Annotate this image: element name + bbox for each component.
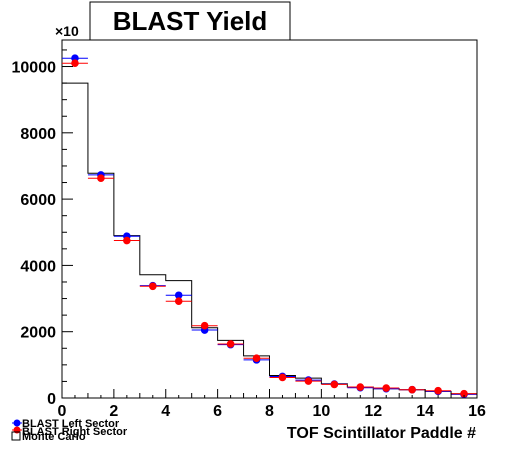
data-point-right [200,321,209,330]
chart-title: BLAST Yield [113,6,268,36]
plot-frame [61,39,478,399]
data-point-right [434,386,442,395]
legend-box-mc [11,431,21,441]
data-point-right [148,282,157,291]
data-point-right [460,389,468,398]
data-point-right [123,236,131,245]
y-tick-label: 8000 [20,126,56,143]
data-point-right [278,373,287,382]
legend: BLAST Left Sector BLAST Right Sector Mon… [11,418,128,443]
y-tick-label: 0 [47,391,56,408]
axis-layer: 0 2 4 6 8 10 12 14 16 0 2000 4000 6000 8000 10000 [12,49,486,420]
data-point-right [408,385,416,394]
x-tick-label: 14 [416,403,434,420]
data-point-right [252,354,261,363]
x-tick-label: 6 [213,403,222,420]
data-point-right [97,174,105,183]
x-tick-label: 16 [468,403,486,420]
title-box [89,1,291,41]
legend-label-mc: Monte Carlo [22,431,86,443]
y-tick-label: 10000 [12,60,57,77]
legend-label-right: BLAST Right Sector [22,426,128,438]
data-point-right [304,377,313,385]
x-tick-label: 0 [58,403,67,420]
x-tick-label: 12 [364,403,382,420]
y-exponent-label: ×10 [55,23,79,39]
x-tick-label: 2 [109,403,118,420]
x-axis-title: TOF Scintillator Paddle # [287,425,476,442]
data-point-left [174,291,183,300]
y-tick-label: 6000 [20,192,56,209]
data-point-right [226,340,235,348]
data-point-right [71,59,79,68]
data-point-right [356,383,365,391]
y-tick-label: 2000 [20,325,56,342]
x-tick-label: 8 [265,403,274,420]
x-tick-label: 10 [312,403,330,420]
data-point-right [330,380,339,389]
y-tick-label: 4000 [20,258,56,275]
x-tick-label: 4 [161,403,170,420]
data-point-right [174,297,183,306]
series-layer [61,54,478,399]
data-point-right [382,384,391,392]
legend-label-left: BLAST Left Sector [22,418,120,430]
